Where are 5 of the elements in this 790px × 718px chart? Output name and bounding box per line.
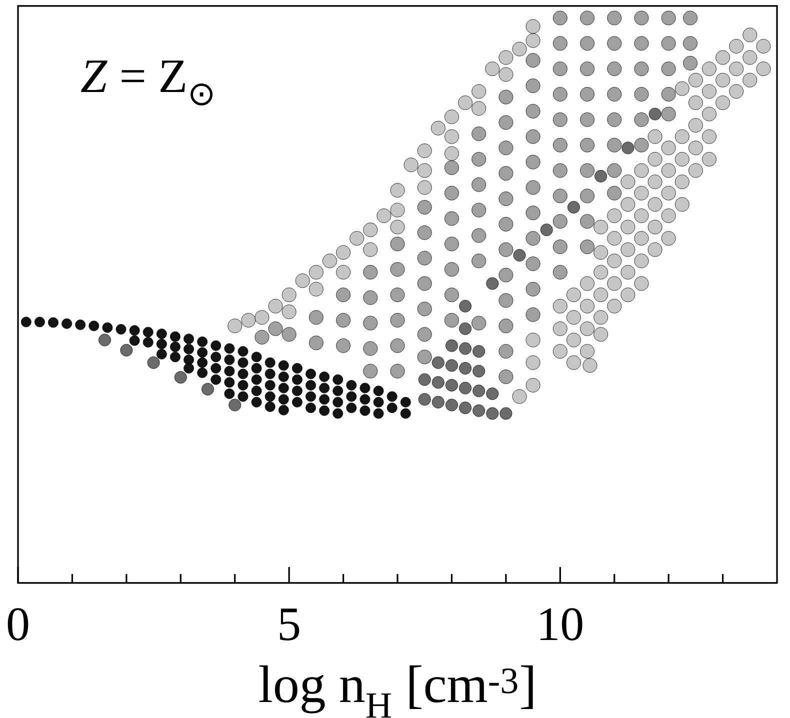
annotation: Z = Z$_{⊙}$: [81, 60, 213, 106]
x-tick-label: 10: [540, 608, 582, 640]
x-tick-label: 5: [280, 608, 300, 640]
x-tick-label: 0: [8, 608, 28, 640]
x-axis-title: log n$_{H}$ [cm$^{-3}$]: [259, 665, 533, 718]
